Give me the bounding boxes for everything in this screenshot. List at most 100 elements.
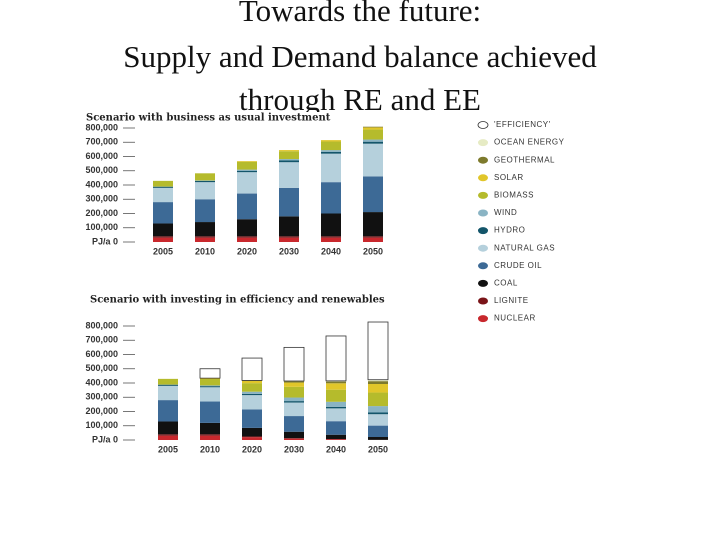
bar-segment [237,170,257,173]
bar-segment [195,173,215,181]
y-tick-label: 100,000 [85,420,118,430]
bar-segment [153,236,173,238]
bar-segment [279,159,299,161]
x-tick-label: 2020 [242,444,262,454]
bar-segment [279,236,299,238]
legend-label: SOLAR [494,173,524,182]
bar-segment [367,321,389,381]
y-tick-label: 100,000 [85,222,118,232]
bar-segment [363,141,383,144]
bar-segment [242,436,262,438]
legend-swatch [478,174,488,182]
bar-segment [326,421,346,435]
bar-segment [279,187,299,217]
bar-segment [368,392,388,407]
bar-segment [158,421,178,435]
legend-label: NUCLEAR [494,314,536,323]
bar-segment [368,379,388,382]
bar-segment [321,153,341,183]
bar-segment [321,213,341,237]
bar-segment [326,389,346,402]
y-tick-label: PJ/a 0 [92,236,118,246]
bar-segment [284,431,304,439]
bar-segment [158,435,178,440]
bar-segment [279,162,299,188]
bar-segment [368,414,388,426]
slide-subtitle: Supply and Demand balance achieved [123,39,597,74]
legend-label: GEOTHERMAL [494,155,555,164]
legend-label: BIOMASS [494,191,534,200]
bar-segment [242,393,262,396]
legend-label: LIGNITE [494,296,529,305]
y-tick-label: 500,000 [85,165,118,175]
bar-segment [284,382,304,387]
bar-segment [368,412,388,415]
bar-segment [200,386,220,388]
bar-segment [200,434,220,436]
bar-segment [326,439,346,440]
bar-segment [153,202,173,224]
bar-segment [368,437,388,440]
legend-label: NATURAL GAS [494,243,555,252]
bar-segment [153,187,173,203]
bar-segment [321,140,341,142]
bar-segment [158,434,178,436]
x-tick-label: 2005 [158,444,178,454]
bar-segment [326,406,346,409]
bar-segment [326,381,346,384]
bar-segment [158,384,178,386]
bar-segment [153,186,173,188]
bar-segment [368,381,388,384]
x-tick-label: 2010 [195,246,215,256]
bar-segment [153,180,173,187]
legend-label: COAL [494,279,518,288]
bar-segment [242,409,262,428]
bar-segment [195,180,215,183]
bar-segment [200,401,220,423]
y-tick-label: 500,000 [85,363,118,373]
bar-segment [241,357,263,381]
slide-subtitle: through RE and EE [239,82,481,117]
bar-segment [284,381,304,383]
x-tick-label: 2050 [368,444,388,454]
x-tick-label: 2030 [284,444,304,454]
bar-segment [363,143,383,177]
legend-swatch [478,191,488,199]
bar-segment [242,427,262,437]
bar-segment [326,401,346,407]
bar-segment [363,176,383,213]
bar-segment [284,416,304,432]
bar-segment [368,425,388,438]
bar-segment [200,385,220,387]
bar-segment [200,379,220,386]
bar-segment [279,151,299,160]
bar-segment [321,236,341,238]
bar-segment [363,236,383,238]
bar-segment [284,401,304,403]
bar-segment [325,335,347,382]
legend-swatch [478,139,488,147]
bar-segment [363,127,383,130]
bar-segment [158,378,178,385]
bar-segment [242,383,262,392]
bar-segment [237,219,257,237]
bar-segment [195,182,215,200]
bar-segment [321,182,341,214]
legend-swatch [478,297,488,305]
bar-segment [200,387,220,402]
x-tick-label: 2005 [153,246,173,256]
bar-segment [326,408,346,422]
y-tick-label: 800,000 [85,320,118,330]
x-tick-label: 2030 [279,246,299,256]
bar-segment [242,381,262,384]
bar-segment [237,236,257,238]
bar-segment [153,223,173,237]
bar-segment [284,438,304,440]
legend-swatch [478,227,488,235]
bar-segment [195,237,215,242]
chart-title: Scenario with business as usual investme… [86,113,331,124]
legend-swatch [478,209,488,217]
y-tick-label: 800,000 [85,122,118,132]
bar-segment [284,386,304,398]
